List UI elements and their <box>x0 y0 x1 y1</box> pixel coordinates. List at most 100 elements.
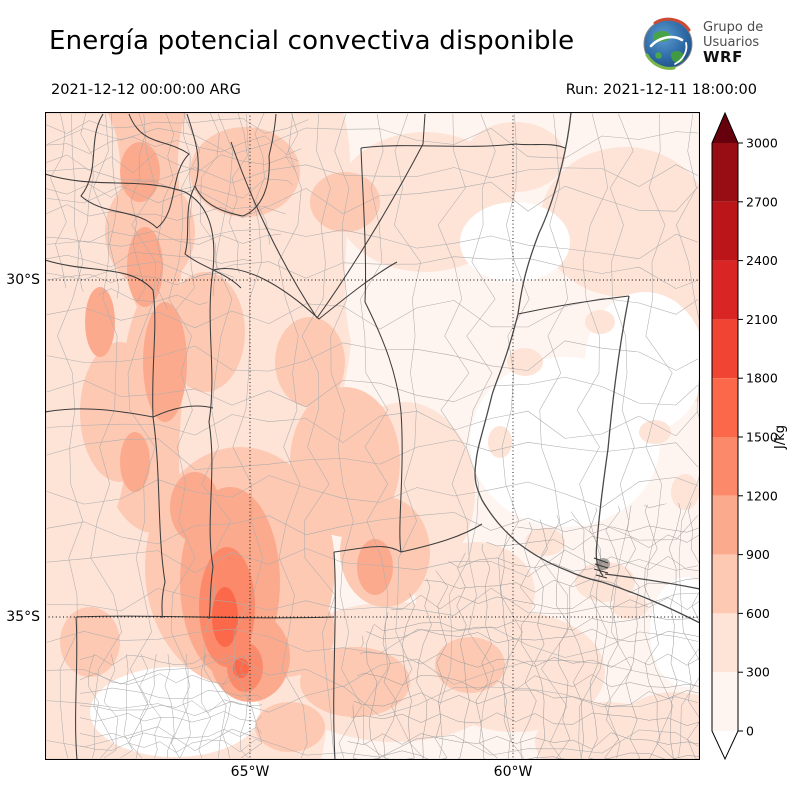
cape-contour-blob <box>415 542 535 642</box>
department-line <box>437 113 470 759</box>
colorbar-segment <box>712 437 738 496</box>
colorbar-segment <box>712 319 738 379</box>
department-line <box>330 113 362 759</box>
colorbar-tick-label: 300 <box>746 665 770 680</box>
colorbar-ticks <box>738 142 743 732</box>
department-line <box>345 732 700 750</box>
department-line <box>345 652 700 668</box>
department-line <box>179 654 191 758</box>
cape-contour-blob <box>671 474 699 510</box>
globe-land <box>655 52 662 59</box>
cape-contour-blob <box>143 302 187 422</box>
department-line <box>46 438 699 470</box>
department-line <box>156 112 174 314</box>
cape-contour-blob <box>575 562 635 602</box>
department-line <box>80 711 262 723</box>
colorbar-segment <box>712 554 738 614</box>
colorbar-tick-label: 1200 <box>746 488 778 503</box>
lon-tick-65w: 65°W <box>230 764 270 780</box>
department-line <box>46 256 699 289</box>
province-border <box>230 141 318 319</box>
cape-white-zone <box>90 667 260 757</box>
department-line <box>80 726 262 740</box>
caba-cluster <box>593 557 610 579</box>
department-line <box>80 687 262 699</box>
logo-text-usuarios: Usuarios <box>703 34 760 50</box>
province-boundaries <box>46 113 630 759</box>
cape-contour-blob <box>190 127 300 217</box>
colorbar-tick-label: 2400 <box>746 253 778 268</box>
colorbar-tick-label: 600 <box>746 606 770 621</box>
colorbar-segment <box>712 201 738 261</box>
department-line <box>465 113 498 759</box>
globe-land <box>653 31 671 42</box>
department-line <box>588 502 602 760</box>
globe-swirl <box>674 42 688 65</box>
uruguay-river <box>595 295 630 577</box>
logo-globe-icon <box>643 17 693 70</box>
globe-swirl <box>649 35 684 48</box>
rio-de-la-plata-north-shore <box>604 573 699 590</box>
department-line <box>576 113 608 759</box>
cape-contour-blob <box>310 172 380 232</box>
department-boundaries-southwest <box>80 654 262 758</box>
colorbar-segment <box>712 378 738 437</box>
province-border <box>333 551 336 759</box>
department-line <box>232 113 264 759</box>
department-line <box>45 178 310 199</box>
lat-tick-35s: 35°S <box>6 609 40 625</box>
lon-tick-60w: 60°W <box>493 764 533 780</box>
globe-orbit-green <box>645 53 676 70</box>
colorbar-unit-label: J/kg <box>773 425 788 450</box>
cape-contour-blob <box>639 420 671 444</box>
province-border <box>360 143 566 149</box>
province-border <box>422 113 426 145</box>
colorbar-segment <box>712 143 738 202</box>
department-line <box>46 376 699 408</box>
department-line <box>80 654 262 666</box>
rivers <box>474 113 699 624</box>
department-line <box>569 502 586 760</box>
department-line <box>221 654 234 758</box>
department-line <box>46 410 699 443</box>
colorbar-under-arrow <box>712 731 738 759</box>
colorbar-over-arrow <box>712 113 738 143</box>
department-line <box>555 502 571 760</box>
department-line <box>345 712 700 726</box>
cape-field <box>46 113 699 759</box>
department-line <box>80 699 262 714</box>
department-line <box>644 502 661 760</box>
department-line <box>668 502 682 760</box>
department-line <box>46 685 699 717</box>
cape-contour-blob <box>170 472 220 542</box>
department-line <box>676 113 699 759</box>
department-line <box>127 113 156 759</box>
department-line <box>604 502 621 760</box>
logo-text-grupo: Grupo de <box>703 19 764 35</box>
province-border <box>46 173 215 271</box>
province-border <box>208 269 214 620</box>
department-line <box>520 502 537 760</box>
department-line <box>534 502 548 760</box>
department-line <box>199 112 220 314</box>
cape-contour-blob <box>300 647 410 717</box>
department-line <box>46 127 699 159</box>
province-border <box>75 616 78 759</box>
department-line <box>345 628 700 644</box>
cape-map <box>45 112 700 760</box>
rio-de-la-plata-south-shore <box>601 581 699 624</box>
department-line <box>201 113 233 759</box>
cape-contour-blob <box>120 142 160 202</box>
cape-contour-blob <box>120 432 150 492</box>
department-line <box>46 512 699 545</box>
colorbar-tick-label: 2700 <box>746 194 778 209</box>
colorbar-tick-label: 900 <box>746 547 770 562</box>
colorbar-tick-label: 0 <box>746 724 754 739</box>
colorbar-segment <box>712 495 738 555</box>
department-line <box>198 654 212 758</box>
department-line <box>46 587 699 616</box>
graticule <box>45 112 700 760</box>
department-line <box>345 689 700 707</box>
cape-contour-blob <box>507 348 543 376</box>
